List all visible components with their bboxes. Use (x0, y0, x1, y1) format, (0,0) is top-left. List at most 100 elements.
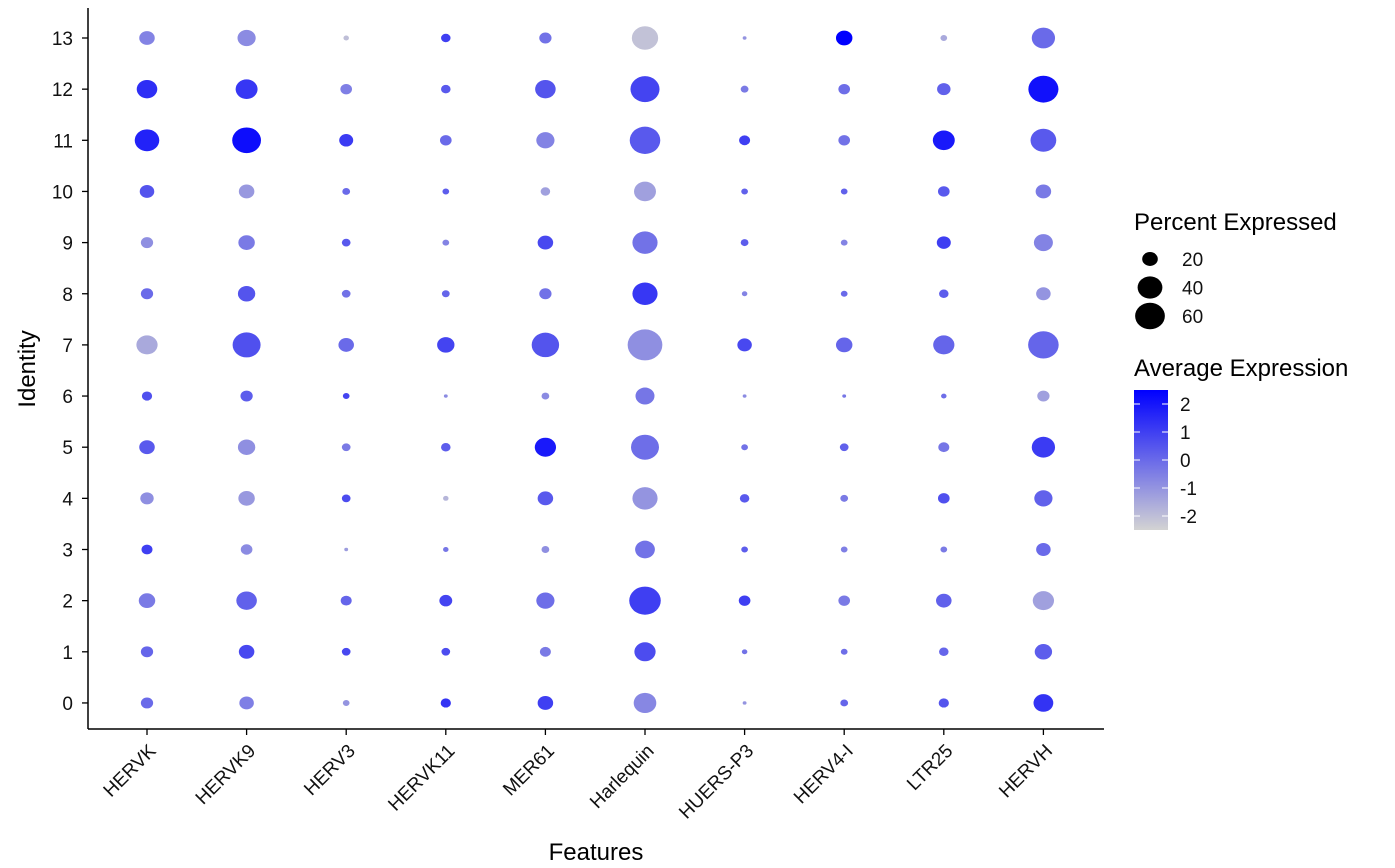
y-tick-label: 3 (62, 541, 73, 562)
dot-point (838, 135, 851, 146)
dot-point (141, 391, 153, 401)
dot-point (1035, 184, 1052, 199)
dot-point (739, 494, 750, 503)
dot-point (237, 286, 256, 302)
dot-point (741, 649, 748, 655)
dot-point (631, 434, 659, 460)
dot-point (932, 130, 955, 151)
dot-point (537, 491, 554, 506)
dot-point (629, 126, 661, 154)
dot-point (840, 546, 848, 553)
dot-point (537, 235, 554, 250)
dot-point (139, 440, 155, 455)
dot-point (1034, 644, 1053, 660)
dot-point (1034, 490, 1053, 507)
dot-point (1031, 436, 1056, 458)
dot-point (240, 544, 253, 555)
dot-point (741, 188, 748, 195)
y-tick-label: 10 (52, 182, 73, 203)
y-tick-label: 12 (52, 80, 73, 101)
dot-point (531, 332, 560, 358)
color-legend-label: 1 (1180, 423, 1191, 444)
dot-point (339, 134, 354, 147)
dot-point (937, 83, 951, 96)
dot-point (635, 387, 655, 405)
dot-point (236, 591, 257, 610)
dot-point (842, 394, 847, 398)
dot-point (631, 26, 659, 50)
dot-point (441, 33, 451, 43)
dot-point (741, 444, 748, 451)
dot-point (633, 692, 657, 714)
dot-point (238, 184, 255, 199)
dot-point (340, 83, 353, 95)
dot-point (741, 546, 748, 553)
dot-point (341, 289, 351, 298)
dot-point (1036, 543, 1051, 556)
size-legend-label: 60 (1182, 307, 1203, 328)
dot-point (138, 593, 156, 609)
y-tick-label: 4 (62, 489, 73, 510)
dot-point (939, 289, 949, 298)
dot-point (536, 132, 555, 149)
dot-point (839, 443, 849, 452)
size-legend-label: 40 (1182, 279, 1203, 300)
dot-point (937, 186, 950, 197)
x-tick-label: HERVK11 (384, 741, 459, 816)
y-tick-label: 1 (62, 643, 73, 664)
color-legend: Average Expression 2 1 0 -1 -2 (1134, 355, 1348, 530)
dot-point (634, 642, 656, 662)
dot-point (537, 696, 554, 710)
dot-point (341, 647, 351, 656)
dot-point (742, 701, 747, 705)
dot-point (439, 594, 453, 607)
size-legend-dot (1135, 302, 1165, 330)
dot-point (140, 646, 154, 658)
dot-point (539, 288, 552, 300)
dot-point (940, 34, 948, 42)
dot-point (341, 494, 351, 503)
y-tick-label: 13 (52, 29, 73, 50)
dot-point (238, 490, 255, 506)
size-legend: Percent Expressed 20 40 60 (1134, 209, 1337, 330)
dot-point (627, 329, 663, 361)
dot-point (239, 696, 254, 710)
dot-point (441, 290, 450, 298)
dot-point (539, 646, 551, 657)
dot-point (439, 135, 452, 146)
dot-point (140, 237, 154, 249)
dot-point (938, 698, 949, 708)
dot-point (933, 335, 955, 355)
dot-point (232, 127, 261, 154)
dot-point (1032, 591, 1055, 611)
size-legend-dot (1137, 276, 1163, 299)
dot-point (740, 85, 749, 93)
dot-point (740, 239, 749, 247)
size-legend-dot (1142, 252, 1158, 266)
dot-point (441, 84, 451, 94)
x-tick-label: LTR25 (903, 741, 957, 795)
dot-point (534, 437, 557, 457)
y-tick-label: 6 (62, 387, 73, 408)
dot-point (1028, 331, 1059, 359)
dot-point (838, 83, 851, 95)
dot-point (235, 79, 258, 99)
dot-point (1028, 75, 1059, 103)
color-legend-title: Average Expression (1134, 355, 1348, 382)
dot-point (540, 187, 551, 196)
dot-point (437, 337, 455, 353)
dot-point (535, 79, 556, 99)
dot-point (938, 442, 950, 453)
dot-point (629, 586, 661, 615)
x-tick-label: HERVK9 (192, 741, 260, 809)
dot-point (632, 282, 658, 305)
dot-point (635, 540, 655, 559)
dot-point (1030, 128, 1057, 152)
x-tick-label: Harlequin (586, 741, 658, 813)
dot-point (140, 697, 154, 709)
dot-point (541, 546, 550, 553)
x-tick-label: HERV3 (300, 741, 359, 800)
y-axis-title: Identity (14, 330, 41, 407)
color-legend-label: -2 (1180, 507, 1197, 528)
